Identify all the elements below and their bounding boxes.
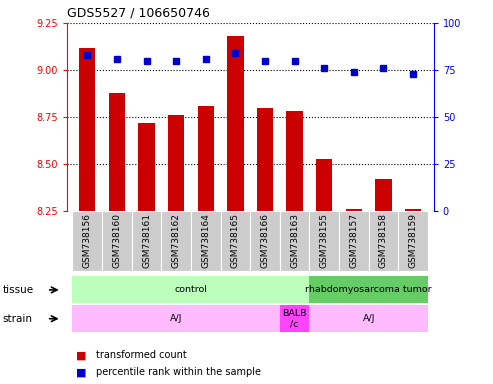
Text: BALB
/c: BALB /c: [282, 309, 307, 328]
Text: GSM738162: GSM738162: [172, 213, 180, 268]
Text: GSM738155: GSM738155: [320, 213, 329, 268]
Text: ■: ■: [76, 367, 87, 377]
Bar: [280, 305, 310, 332]
Text: A/J: A/J: [170, 314, 182, 323]
Text: GSM738159: GSM738159: [409, 213, 418, 268]
Text: GSM738165: GSM738165: [231, 213, 240, 268]
Bar: [310, 305, 428, 332]
Bar: [72, 211, 102, 271]
Bar: [316, 159, 332, 211]
Bar: [198, 106, 214, 211]
Bar: [405, 209, 421, 211]
Bar: [191, 211, 220, 271]
Text: GSM738166: GSM738166: [260, 213, 270, 268]
Bar: [168, 115, 184, 211]
Bar: [280, 211, 310, 271]
Bar: [286, 111, 303, 211]
Text: rhabdomyosarcoma tumor: rhabdomyosarcoma tumor: [305, 285, 432, 295]
Bar: [398, 211, 428, 271]
Text: transformed count: transformed count: [96, 350, 187, 360]
Bar: [161, 211, 191, 271]
Bar: [369, 211, 398, 271]
Bar: [79, 48, 96, 211]
Text: GSM738163: GSM738163: [290, 213, 299, 268]
Bar: [72, 305, 280, 332]
Bar: [375, 179, 391, 211]
Text: control: control: [175, 285, 208, 295]
Bar: [132, 211, 161, 271]
Text: GSM738156: GSM738156: [83, 213, 92, 268]
Text: ■: ■: [76, 350, 87, 360]
Bar: [109, 93, 125, 211]
Text: GDS5527 / 106650746: GDS5527 / 106650746: [67, 6, 210, 19]
Bar: [346, 209, 362, 211]
Bar: [310, 276, 428, 303]
Text: GSM738158: GSM738158: [379, 213, 388, 268]
Text: strain: strain: [2, 314, 33, 324]
Text: tissue: tissue: [2, 285, 34, 295]
Bar: [250, 211, 280, 271]
Bar: [339, 211, 369, 271]
Bar: [227, 36, 244, 211]
Text: GSM738161: GSM738161: [142, 213, 151, 268]
Text: A/J: A/J: [362, 314, 375, 323]
Bar: [220, 211, 250, 271]
Text: GSM738160: GSM738160: [112, 213, 121, 268]
Bar: [102, 211, 132, 271]
Text: GSM738157: GSM738157: [350, 213, 358, 268]
Bar: [257, 108, 273, 211]
Bar: [72, 276, 310, 303]
Bar: [310, 211, 339, 271]
Text: percentile rank within the sample: percentile rank within the sample: [96, 367, 261, 377]
Text: GSM738164: GSM738164: [201, 213, 211, 268]
Bar: [139, 123, 155, 211]
